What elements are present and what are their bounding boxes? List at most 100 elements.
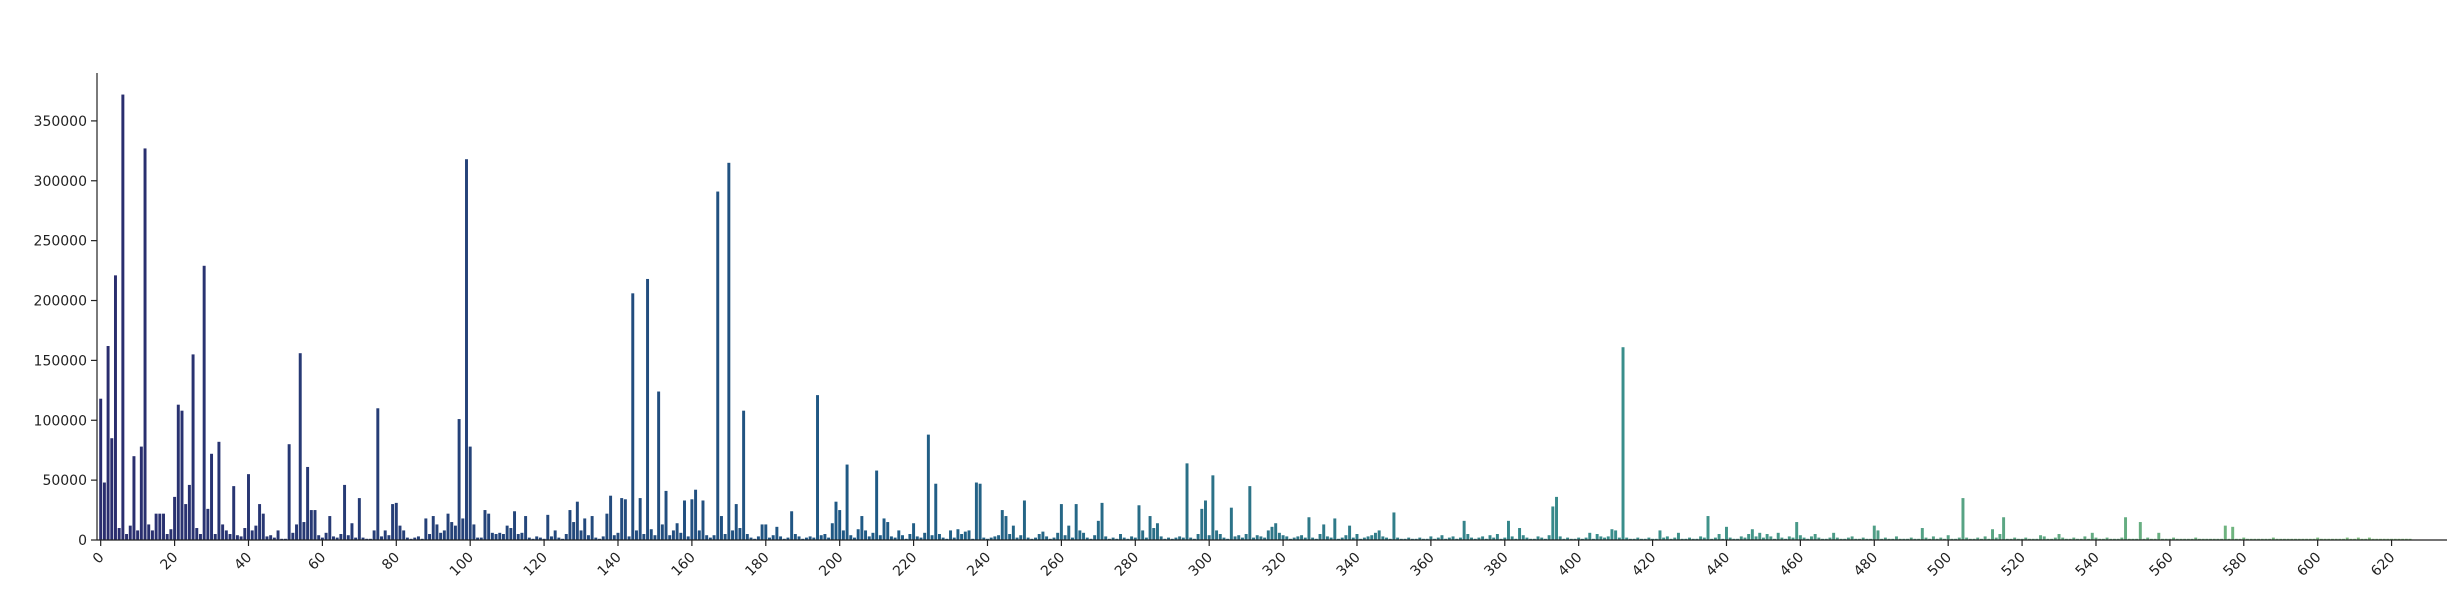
- bar: [1957, 537, 1961, 540]
- bar: [1606, 536, 1610, 540]
- bar: [1713, 537, 1717, 540]
- bar: [712, 535, 716, 540]
- bar: [468, 446, 472, 540]
- bar: [1521, 535, 1525, 540]
- bar: [1204, 500, 1207, 540]
- bar: [1252, 537, 1256, 540]
- bar: [1492, 537, 1496, 540]
- bar: [2053, 537, 2057, 540]
- bar: [1119, 534, 1122, 540]
- bar: [1037, 534, 1041, 540]
- bar: [442, 530, 446, 540]
- bar: [1939, 537, 1943, 540]
- bar: [213, 534, 217, 540]
- bar: [657, 391, 661, 540]
- bar: [1769, 536, 1773, 540]
- bar: [997, 535, 1001, 540]
- bar: [716, 191, 720, 541]
- bar: [1340, 537, 1344, 540]
- bar: [1303, 537, 1307, 540]
- bar: [1536, 536, 1540, 540]
- bar: [1067, 525, 1071, 540]
- bar: [1510, 536, 1514, 540]
- x-tick-label: 240: [964, 550, 994, 580]
- bar: [520, 532, 524, 540]
- bar: [550, 536, 553, 540]
- bar: [1577, 537, 1581, 540]
- bar: [1215, 530, 1219, 540]
- bar: [823, 534, 827, 540]
- bar: [756, 536, 760, 540]
- bar: [579, 530, 583, 540]
- bar: [1181, 537, 1185, 540]
- bar: [705, 535, 709, 540]
- bar: [816, 395, 819, 540]
- bar: [1451, 536, 1455, 540]
- x-tick-label: 160: [669, 550, 699, 580]
- bar: [343, 484, 347, 540]
- bar: [250, 530, 254, 540]
- bar: [402, 530, 406, 540]
- bar: [2072, 537, 2076, 540]
- x-tick-label: 360: [1407, 550, 1437, 580]
- bar: [1148, 516, 1152, 540]
- x-tick-label: 460: [1777, 550, 1807, 580]
- bar: [1507, 520, 1510, 540]
- bar: [631, 293, 635, 540]
- bar: [1285, 536, 1289, 540]
- bar: [642, 534, 646, 540]
- bar: [428, 534, 432, 540]
- bar: [871, 532, 875, 540]
- bar: [553, 530, 557, 540]
- bar: [605, 513, 609, 540]
- bar: [1034, 537, 1037, 540]
- x-tick-label: 20: [158, 550, 182, 574]
- bar: [1477, 537, 1481, 540]
- bar: [121, 94, 125, 541]
- bar: [919, 537, 923, 540]
- bar: [819, 535, 823, 540]
- bar: [306, 466, 310, 540]
- x-tick-label: 420: [1629, 550, 1659, 580]
- bar: [723, 534, 727, 540]
- bar: [1130, 536, 1134, 540]
- bar: [1739, 536, 1743, 540]
- bar: [2138, 522, 2142, 540]
- bar: [1436, 537, 1440, 540]
- bar: [1207, 535, 1211, 540]
- bar: [1266, 530, 1270, 540]
- bar: [609, 495, 613, 540]
- bar: [1355, 534, 1359, 540]
- bar: [261, 513, 265, 540]
- bar: [852, 537, 856, 540]
- bar: [1344, 535, 1348, 540]
- bar: [479, 537, 483, 540]
- bar: [1588, 532, 1592, 540]
- bar: [908, 534, 912, 540]
- bar: [1846, 537, 1850, 540]
- bar: [1747, 534, 1751, 540]
- bar: [878, 535, 882, 540]
- bar: [568, 510, 572, 540]
- bar: [1237, 535, 1241, 540]
- bar: [1872, 525, 1876, 540]
- x-tick-label: 300: [1186, 550, 1216, 580]
- bar: [1370, 535, 1374, 540]
- bar: [180, 410, 184, 540]
- bar: [1503, 537, 1507, 540]
- bar: [1185, 463, 1189, 540]
- bar: [1876, 530, 1880, 540]
- bar: [1329, 537, 1333, 540]
- x-tick-label: 380: [1481, 550, 1511, 580]
- bar: [1813, 534, 1817, 540]
- bar: [1222, 537, 1226, 540]
- bar: [1462, 520, 1466, 540]
- bar: [210, 453, 214, 540]
- bar: [1325, 536, 1329, 540]
- bar: [106, 346, 110, 540]
- bar: [291, 532, 295, 540]
- bar: [376, 408, 380, 540]
- bar: [1750, 529, 1754, 540]
